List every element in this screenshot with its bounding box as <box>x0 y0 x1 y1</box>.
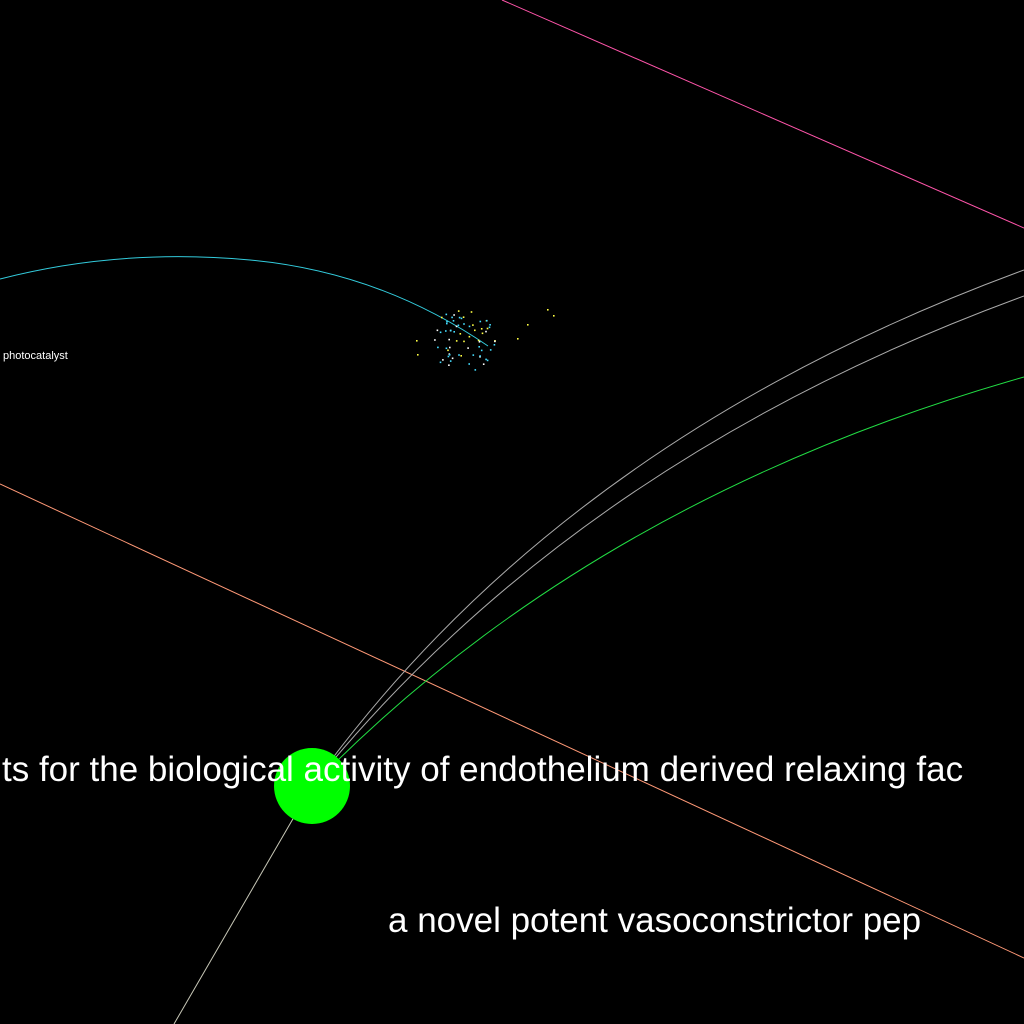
cluster-dot <box>448 338 450 341</box>
cluster-dot <box>480 328 483 330</box>
cluster-dot <box>478 346 480 348</box>
cluster-dot <box>481 332 484 335</box>
cluster-dot <box>442 359 444 361</box>
edge-green <box>311 376 1024 787</box>
cluster-dot <box>445 313 448 316</box>
cluster-dot <box>459 333 462 335</box>
cluster-dot <box>439 331 442 334</box>
edge-grey-inner <box>311 295 1024 787</box>
cluster-dot <box>439 361 442 364</box>
cluster-dot <box>436 329 439 332</box>
cluster-dot <box>445 330 447 332</box>
cluster-dot <box>462 316 465 318</box>
cluster-dot <box>468 325 471 328</box>
cluster-dot <box>453 331 455 333</box>
cluster-dot <box>470 311 473 313</box>
cluster-dot <box>472 354 475 356</box>
cluster-dot <box>488 326 491 329</box>
cluster-dot <box>489 324 491 326</box>
cluster-dot <box>446 320 448 323</box>
cluster-dot <box>451 357 454 360</box>
cluster-dot <box>417 354 419 356</box>
cluster-dot <box>486 327 489 330</box>
cluster-dot <box>474 369 477 371</box>
cluster-dot <box>480 349 483 352</box>
dot-cluster <box>416 309 555 371</box>
cluster-dot <box>486 319 488 322</box>
cluster-dot <box>494 340 496 343</box>
edge-grey-outer <box>311 269 1024 787</box>
cluster-dot <box>485 330 487 333</box>
cluster-dot <box>463 323 465 325</box>
cluster-dot <box>485 358 487 361</box>
cluster-dot <box>478 341 481 343</box>
edge-magenta <box>501 0 1024 229</box>
cluster-dot <box>474 329 476 332</box>
cluster-dot <box>458 316 461 319</box>
cluster-dot <box>467 347 469 349</box>
cluster-dot <box>448 364 450 366</box>
cluster-dot <box>449 360 452 362</box>
cluster-dot <box>468 335 471 338</box>
cluster-dot <box>460 355 462 357</box>
edge-cyan <box>0 256 489 347</box>
cluster-dot <box>553 315 555 317</box>
cluster-dot <box>441 316 443 319</box>
cluster-dot <box>463 340 465 343</box>
cluster-dot <box>493 344 496 346</box>
cluster-dot <box>451 316 453 319</box>
cluster-dot <box>449 346 451 349</box>
cluster-dot <box>486 359 489 362</box>
cluster-dot <box>457 310 460 312</box>
cluster-dot <box>457 324 460 327</box>
cluster-dot <box>489 349 492 351</box>
cluster-dot <box>416 340 418 342</box>
label-photocatalyst: photocatalyst <box>3 350 68 362</box>
cluster-dot <box>472 324 474 326</box>
node-green[interactable] <box>274 748 350 824</box>
cluster-dot <box>455 325 458 328</box>
cluster-dot <box>479 320 482 323</box>
cluster-dot <box>437 346 439 349</box>
cluster-dot <box>468 363 470 365</box>
cluster-dot <box>527 324 529 326</box>
cluster-dot <box>477 339 480 342</box>
cluster-dot <box>445 347 448 350</box>
cluster-dot <box>460 317 463 320</box>
edge-orange <box>0 483 1024 959</box>
cluster-dot <box>448 354 451 356</box>
cluster-dot <box>452 320 455 322</box>
label-sentence-one: ts for the biological activity of endoth… <box>2 750 963 789</box>
cluster-dot <box>482 363 485 365</box>
label-sentence-two: a novel potent vasoconstrictor pep <box>388 901 921 940</box>
edge-tail <box>173 785 313 1024</box>
cluster-dot <box>517 338 519 340</box>
cluster-dot <box>446 322 448 325</box>
cluster-dot <box>455 340 458 342</box>
cluster-dot <box>479 355 481 357</box>
cluster-dot <box>458 354 460 356</box>
cluster-dot <box>453 314 455 316</box>
cluster-dot <box>447 355 450 358</box>
cluster-dot <box>450 329 452 332</box>
cluster-dot <box>434 339 436 341</box>
cluster-dot <box>447 349 449 352</box>
cluster-dot <box>547 309 549 311</box>
